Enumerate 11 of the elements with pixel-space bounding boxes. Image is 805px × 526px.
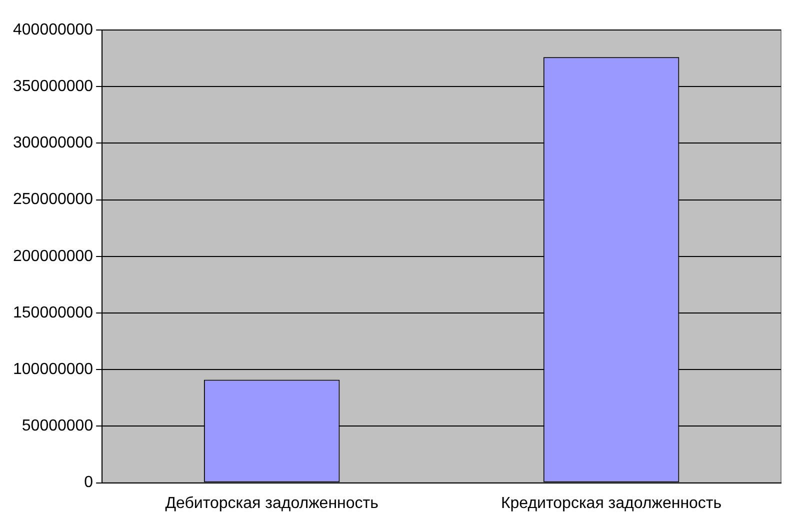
x-tick-label: Дебиторская задолженность: [165, 494, 378, 512]
y-tick-label: 150000000: [12, 304, 94, 322]
y-tick-label: 200000000: [12, 248, 94, 265]
x-tick-label: Кредиторская задолженность: [500, 494, 722, 512]
y-tick-label: 250000000: [12, 191, 94, 208]
y-tick-label: 350000000: [12, 78, 94, 96]
y-tick-label: 50000000: [22, 418, 94, 435]
y-tick-label: 0: [84, 474, 94, 492]
y-tick-label: 400000000: [12, 21, 94, 38]
y-tick-label: 300000000: [12, 134, 94, 152]
y-tick-label: 100000000: [12, 361, 94, 378]
